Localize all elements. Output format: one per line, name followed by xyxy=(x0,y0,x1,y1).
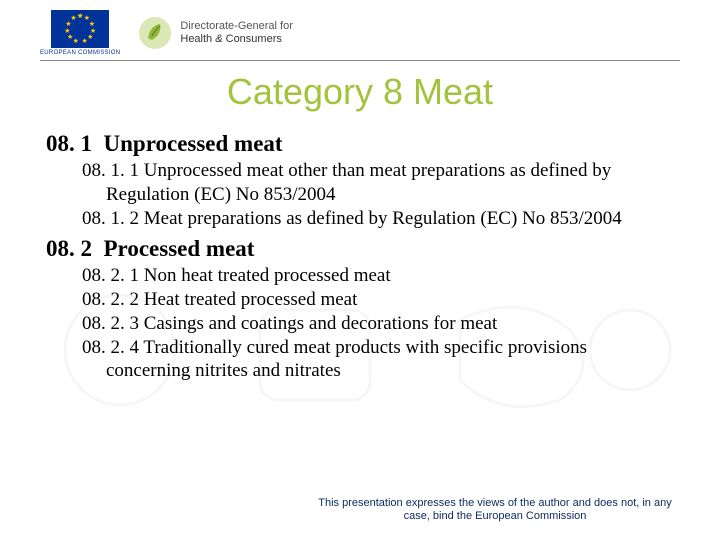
list-item: 08. 1. 1 Unprocessed meat other than mea… xyxy=(82,159,674,207)
eu-label: EUROPEAN COMMISSION xyxy=(40,50,120,56)
list-item: 08. 2. 4 Traditionally cured meat produc… xyxy=(82,336,674,384)
content: 08. 1 Unprocessed meat 08. 1. 1 Unproces… xyxy=(0,131,720,383)
list-item: 08. 2. 2 Heat treated processed meat xyxy=(82,288,674,312)
section-heading-1: 08. 1 Unprocessed meat xyxy=(46,131,674,157)
dg-health-logo: Directorate-General for Health & Consume… xyxy=(138,16,293,50)
leaf-icon xyxy=(138,16,172,50)
list-item: 08. 2. 3 Casings and coatings and decora… xyxy=(82,312,674,336)
eu-commission-logo: ★ ★ ★ ★ ★ ★ ★ ★ ★ ★ ★ ★ EUROPEAN COMMISS… xyxy=(40,10,120,56)
slide-title: Category 8 Meat xyxy=(0,71,720,113)
list-item: 08. 2. 1 Non heat treated processed meat xyxy=(82,264,674,288)
dg-text: Directorate-General for Health & Consume… xyxy=(180,20,293,46)
header-divider xyxy=(40,60,680,61)
eu-flag-icon: ★ ★ ★ ★ ★ ★ ★ ★ ★ ★ ★ ★ xyxy=(51,10,109,48)
dg-line2: Health & Consumers xyxy=(180,33,293,46)
disclaimer: This presentation expresses the views of… xyxy=(310,497,680,525)
section-1-items: 08. 1. 1 Unprocessed meat other than mea… xyxy=(46,159,674,230)
header: ★ ★ ★ ★ ★ ★ ★ ★ ★ ★ ★ ★ EUROPEAN COMMISS… xyxy=(0,0,720,60)
dg-line1: Directorate-General for xyxy=(180,20,293,33)
list-item: 08. 1. 2 Meat preparations as defined by… xyxy=(82,207,674,231)
section-heading-2: 08. 2 Processed meat xyxy=(46,236,674,262)
section-2-items: 08. 2. 1 Non heat treated processed meat… xyxy=(46,264,674,383)
